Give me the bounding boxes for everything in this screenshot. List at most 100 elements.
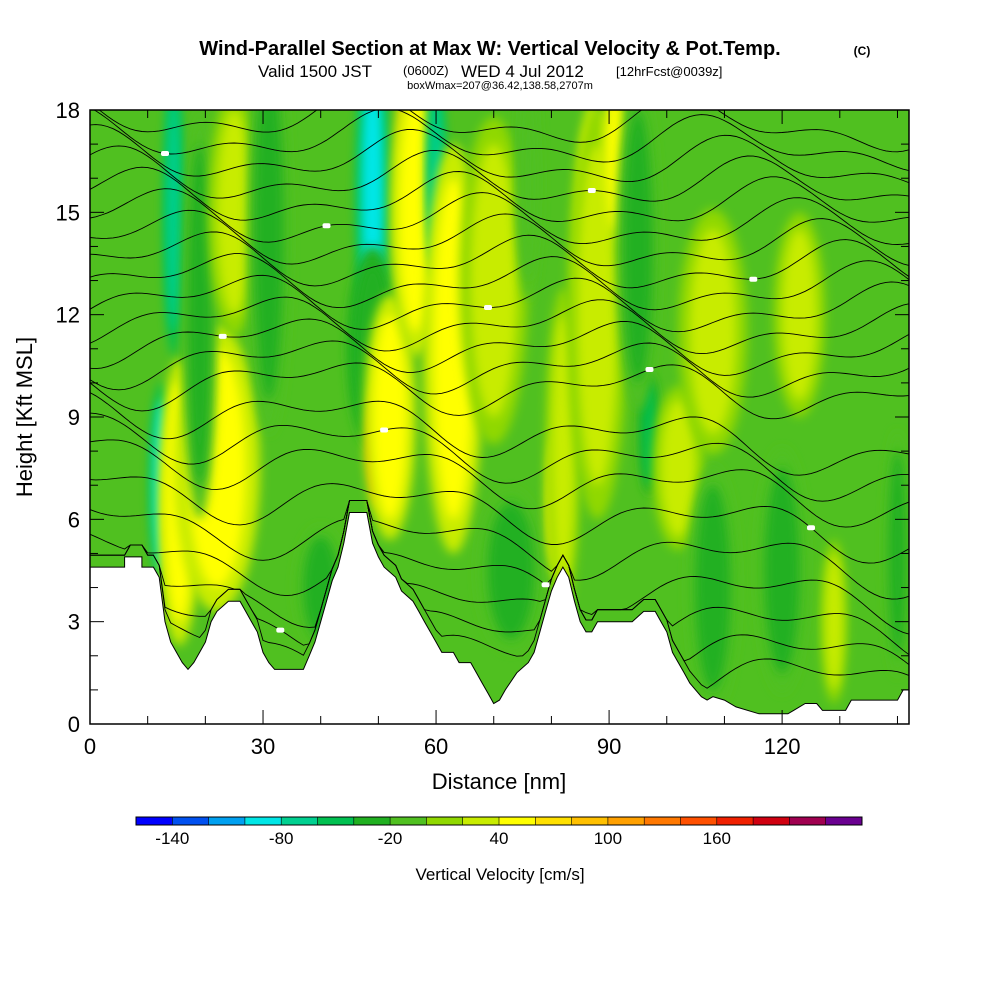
field-downdraft <box>888 451 907 656</box>
isentrope <box>90 476 909 564</box>
isentrope <box>90 166 909 223</box>
isentrope <box>90 500 909 666</box>
tick-labels: 0 30 60 90 120 0 3 6 9 12 15 18 <box>56 98 801 759</box>
terrain <box>90 512 909 724</box>
x-tick-label: 0 <box>84 734 96 759</box>
isentrope <box>90 439 909 528</box>
isentrope <box>90 274 909 333</box>
colorbar-swatch <box>571 817 609 825</box>
colorbar-swatch <box>281 817 318 825</box>
field-downdraft <box>623 110 653 383</box>
colorbar-swatch <box>499 817 536 825</box>
colorbar-swatch <box>426 817 464 825</box>
colorbar-swatch <box>607 817 645 825</box>
colorbar-swatch <box>353 817 391 825</box>
isentrope <box>90 253 909 311</box>
isentrope-label-chip <box>380 427 389 433</box>
isentrope <box>90 145 909 202</box>
colorbar-swatch <box>716 817 754 825</box>
field-updraft <box>372 314 408 520</box>
field-downdraft <box>188 144 212 486</box>
field-updraft <box>782 229 817 400</box>
colorbar-tick-label: 40 <box>490 829 509 848</box>
isentrope <box>90 340 909 398</box>
colorbar-swatch <box>825 817 863 825</box>
isentrope <box>90 296 909 355</box>
y-tick-label: 9 <box>68 405 80 430</box>
isentrope <box>90 209 909 267</box>
colorbar-swatch <box>644 817 681 825</box>
y-tick-label: 18 <box>56 98 80 123</box>
isentrope <box>90 500 909 656</box>
colorbar-tick-label: -20 <box>378 829 403 848</box>
y-tick-label: 0 <box>68 712 80 737</box>
isentrope <box>90 362 909 420</box>
valid-time-prefix: Valid 1500 JST <box>258 62 372 81</box>
field-updraft <box>577 144 618 486</box>
x-tick-label: 60 <box>424 734 448 759</box>
field-updraft <box>689 229 736 435</box>
x-axis-label: Distance [nm] <box>432 769 567 794</box>
isentrope <box>98 110 909 153</box>
isentrope-label-chip <box>645 367 654 372</box>
copyright-mark: (C) <box>854 44 871 58</box>
field-updraft <box>398 110 434 332</box>
colorbar-title: Vertical Velocity [cm/s] <box>415 865 584 884</box>
y-tick-label: 12 <box>56 303 80 328</box>
colorbar-swatch <box>462 817 500 825</box>
isentrope <box>90 412 909 502</box>
colorbar-tick-label: 160 <box>703 829 731 848</box>
field-downdraft <box>519 110 537 281</box>
isentrope-label-chip <box>541 582 550 588</box>
colorbar-tick-label: 100 <box>594 829 622 848</box>
isentrope <box>90 124 909 184</box>
plot-area <box>90 110 909 724</box>
chart-title: Wind-Parallel Section at Max W: Vertical… <box>199 38 780 60</box>
colorbar-swatch <box>680 817 718 825</box>
field-downdraft <box>487 502 535 639</box>
colorbar-swatch <box>244 817 282 825</box>
colorbar-swatch <box>208 817 246 825</box>
colorbar-swatch <box>390 817 427 825</box>
isentrope-label-chip <box>587 188 596 193</box>
colorbar-swatch <box>753 817 790 825</box>
colorbar-tick-label: -140 <box>155 829 189 848</box>
isentrope <box>90 500 909 635</box>
box-info: boxWmax=207@36.42,138.58,2707m <box>407 80 593 92</box>
valid-date: WED 4 Jul 2012 <box>461 62 584 81</box>
colorbar <box>135 816 863 826</box>
isentrope <box>90 188 909 245</box>
field-updraft <box>551 314 575 588</box>
field-updraft <box>660 399 696 537</box>
x-tick-label: 90 <box>597 734 621 759</box>
isentrope <box>93 110 909 172</box>
x-tick-label: 30 <box>251 734 275 759</box>
isentrope-label-chip <box>218 333 227 339</box>
field-downdraft <box>764 468 800 673</box>
isentrope <box>90 500 909 600</box>
isentropes <box>90 110 909 689</box>
colorbar-labels: -140 -80 -20 40 100 160 <box>155 829 731 848</box>
forecast-info: [12hrFcst@0039z] <box>616 64 722 79</box>
isentrope-label-chip <box>807 525 815 531</box>
velocity-field <box>149 110 909 711</box>
colorbar-swatch <box>535 817 573 825</box>
isentrope-label-chip <box>484 305 492 310</box>
isentrope-label-chip <box>749 276 758 282</box>
colorbar-swatch <box>136 817 173 825</box>
y-axis-label: Height [Kft MSL] <box>12 337 37 497</box>
field-updraft <box>216 110 252 315</box>
colorbar-swatch <box>789 817 827 825</box>
isentrope-label-chip <box>161 151 169 156</box>
colorbar-tick-label: -80 <box>269 829 294 848</box>
isentrope-label-chip <box>276 627 285 633</box>
x-tick-label: 120 <box>764 734 801 759</box>
isentrope <box>90 231 909 289</box>
isentrope-label-chip <box>322 223 331 229</box>
isentrope <box>90 392 909 476</box>
colorbar-swatch <box>317 817 355 825</box>
field-updraft <box>825 553 843 690</box>
y-tick-label: 6 <box>68 507 80 532</box>
field-downdraft <box>695 485 731 690</box>
